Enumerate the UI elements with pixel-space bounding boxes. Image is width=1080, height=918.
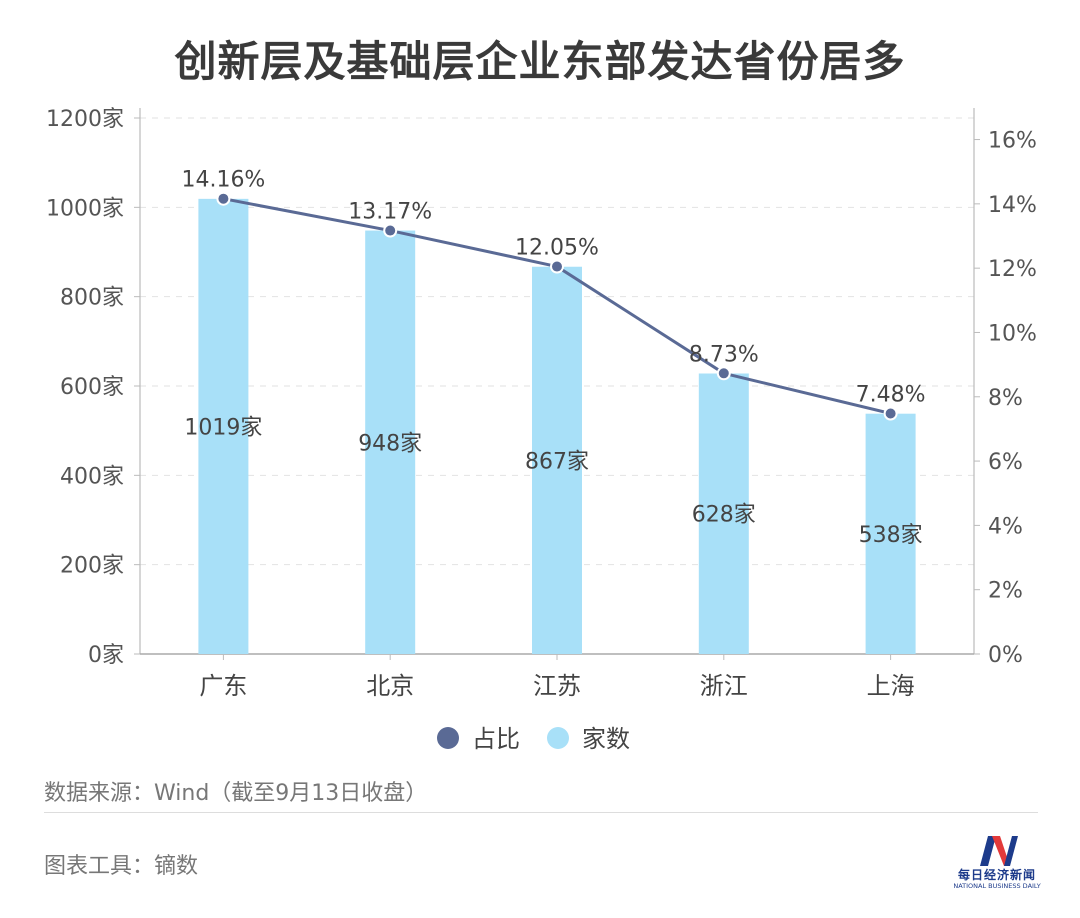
line-point (383, 223, 398, 238)
right-tick-label: 10% (988, 321, 1037, 346)
line-data-label: 14.16% (181, 168, 265, 193)
legend-layer: 占比 家数 (437, 725, 630, 753)
source-note: 数据来源：Wind（截至9月13日收盘） (44, 781, 428, 806)
line-point (216, 191, 231, 206)
left-tick-label: 600家 (60, 375, 124, 400)
x-tick-label: 广东 (199, 672, 247, 700)
bar-data-label: 948家 (358, 431, 422, 456)
tool-note: 图表工具：镝数 (44, 854, 199, 879)
publisher-logo: 每日经济新闻 NATIONAL BUSINESS DAILY (952, 830, 1042, 900)
line-point (883, 406, 898, 421)
line-data-label: 7.48% (856, 382, 926, 407)
bar (198, 198, 249, 654)
x-tick-label: 上海 (867, 672, 915, 700)
right-tick-label: 4% (988, 514, 1023, 539)
bar-label-layer: 1019家 948家 867家 628家 538家 (184, 415, 922, 547)
legend-swatch (547, 727, 569, 749)
right-tick-label: 0% (988, 643, 1023, 668)
legend-label: 家数 (582, 725, 630, 753)
bar (365, 230, 416, 654)
divider (44, 812, 1038, 813)
right-tick-label: 6% (988, 450, 1023, 475)
line-data-label: 12.05% (515, 236, 599, 261)
right-tick-label: 8% (988, 386, 1023, 411)
left-tick-label: 1200家 (46, 107, 124, 132)
chart-title: 创新层及基础层企业东部发达省份居多 (174, 37, 906, 86)
left-tick-label: 0家 (88, 643, 124, 668)
right-tick-label: 2% (988, 579, 1023, 604)
line-point (550, 259, 564, 274)
x-tick-label: 江苏 (533, 672, 581, 700)
line-point (716, 366, 731, 381)
legend-label: 占比 (472, 725, 520, 753)
legend-swatch (437, 727, 459, 749)
left-tick-label: 800家 (60, 286, 124, 311)
left-tick-label: 400家 (60, 464, 124, 489)
line-data-label: 8.73% (689, 342, 759, 367)
x-tick-label: 北京 (366, 672, 414, 700)
right-tick-label: 14% (988, 193, 1037, 218)
logo-text-cn: 每日经济新闻 (957, 868, 1036, 882)
bar-data-label: 867家 (525, 449, 589, 474)
bar-data-label: 1019家 (184, 415, 262, 440)
right-tick-label: 12% (988, 257, 1037, 282)
line-layer: 14.16% 13.17% 12.05% 8.73% 7.48% (181, 168, 926, 421)
right-tick-label: 16% (988, 129, 1037, 154)
bar (532, 266, 582, 654)
x-tick-label: 浙江 (700, 672, 748, 700)
logo-text-en: NATIONAL BUSINESS DAILY (953, 882, 1041, 890)
left-tick-label: 200家 (60, 554, 124, 579)
left-tick-label: 1000家 (46, 196, 124, 221)
axis-layer: 0家 200家 400家 600家 800家 1000家 1200家 0% 2% 4% 6% 8% 10… (46, 107, 1037, 700)
line-data-label: 13.17% (348, 200, 432, 225)
bar-data-label: 538家 (859, 523, 923, 548)
bar-data-label: 628家 (692, 503, 756, 528)
bar (865, 413, 916, 654)
bar (698, 373, 749, 654)
logo-mark-icon (980, 836, 1018, 866)
bar-layer (198, 198, 916, 654)
